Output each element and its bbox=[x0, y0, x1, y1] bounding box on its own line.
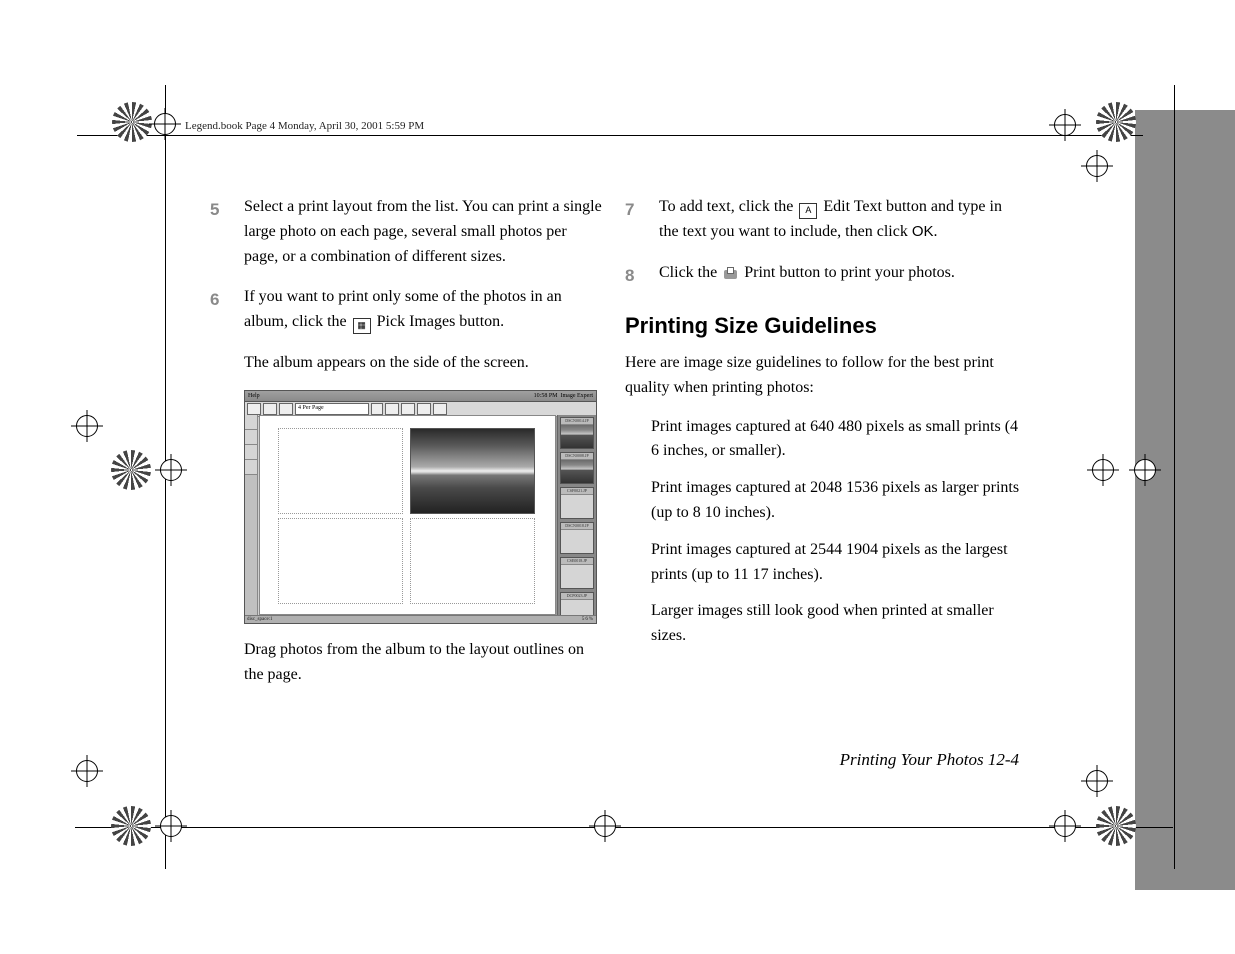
ss-layout-page bbox=[259, 415, 556, 615]
reg-mark-icon bbox=[1054, 114, 1076, 136]
step-5: 5 Select a print layout from the list. Y… bbox=[210, 195, 603, 269]
ss-statusbar: disc_space:1 56% bbox=[245, 615, 596, 623]
ss-status-left: disc_space:1 bbox=[247, 617, 273, 622]
reg-mark-icon bbox=[594, 815, 616, 837]
reg-mark-icon bbox=[1096, 102, 1136, 142]
ss-tool-icon bbox=[263, 403, 277, 415]
ss-thumb: DSCN0018.JP bbox=[560, 522, 594, 554]
reg-mark-icon bbox=[1092, 459, 1114, 481]
ss-tool-icon bbox=[247, 403, 261, 415]
ss-tool-icon bbox=[417, 403, 431, 415]
ss-tool-icon bbox=[279, 403, 293, 415]
list-item: Print images captured at 640 480 pixels … bbox=[651, 415, 1025, 465]
step-text: Print button to print your photos. bbox=[740, 264, 955, 281]
ss-rightbar: DSCN0014.JP DSCN0008.JP CSF0021.JP DSCN0… bbox=[557, 415, 596, 615]
step-text: Pick Images button. bbox=[373, 313, 505, 330]
running-header: Legend.book Page 4 Monday, April 30, 200… bbox=[185, 120, 424, 132]
right-column: 7 To add text, click the A Edit Text but… bbox=[625, 195, 1025, 701]
ss-thumb: DCP0023.JP bbox=[560, 592, 594, 615]
step-8: 8 Click the Print button to print your p… bbox=[625, 261, 1025, 289]
ss-thumb: CSE0018.JP bbox=[560, 557, 594, 589]
app-screenshot: Help 10:58 PM Image Expert 4 Per Page bbox=[244, 390, 597, 624]
step-number: 5 bbox=[210, 195, 244, 269]
ss-titlebar: Help 10:58 PM Image Expert bbox=[245, 391, 596, 402]
reg-mark-icon bbox=[76, 760, 98, 782]
list-item: Larger images still look good when print… bbox=[651, 599, 1025, 649]
guidelines-list: Print images captured at 640 480 pixels … bbox=[625, 415, 1025, 649]
ss-thumb: CSF0021.JP bbox=[560, 487, 594, 519]
ss-cell bbox=[410, 518, 535, 604]
ss-status-right: 56% bbox=[582, 616, 594, 623]
ss-tool-icon bbox=[433, 403, 447, 415]
content-area: 5 Select a print layout from the list. Y… bbox=[210, 195, 1025, 701]
step-6: 6 If you want to print only some of the … bbox=[210, 285, 603, 335]
ss-title-left: Help bbox=[248, 393, 260, 399]
right-gray-bar bbox=[1135, 110, 1235, 890]
ss-cell-filled bbox=[410, 428, 535, 514]
reg-mark-icon bbox=[1086, 770, 1108, 792]
reg-mark-icon bbox=[76, 415, 98, 437]
reg-mark-icon bbox=[160, 815, 182, 837]
ok-label: OK bbox=[912, 223, 934, 240]
ss-tool-icon bbox=[385, 403, 399, 415]
ss-thumb: DSCN0014.JP bbox=[560, 417, 594, 449]
section-intro: Here are image size guidelines to follow… bbox=[625, 351, 1025, 401]
footer-page-number: 12-4 bbox=[988, 750, 1019, 769]
reg-mark-icon bbox=[1096, 806, 1136, 846]
step-text: To add text, click the bbox=[659, 198, 797, 215]
step-body: To add text, click the A Edit Text butto… bbox=[659, 195, 1025, 245]
reg-mark-icon bbox=[111, 806, 151, 846]
ss-layout-dropdown: 4 Per Page bbox=[295, 403, 369, 415]
step-6-result: The album appears on the side of the scr… bbox=[244, 351, 603, 376]
header-rule bbox=[77, 135, 1143, 136]
reg-mark-icon bbox=[160, 459, 182, 481]
reg-mark-icon bbox=[1134, 459, 1156, 481]
reg-mark-icon bbox=[1086, 155, 1108, 177]
step-body: Click the Print button to print your pho… bbox=[659, 261, 1025, 289]
footer: Printing Your Photos 12-4 bbox=[840, 750, 1019, 770]
list-item: Print images captured at 2544 1904 pixel… bbox=[651, 538, 1025, 588]
section-title: Printing Size Guidelines bbox=[625, 309, 1025, 343]
ss-thumb: DSCN0008.JP bbox=[560, 452, 594, 484]
ss-clock: 10:58 PM bbox=[534, 393, 558, 399]
ss-tool-icon bbox=[401, 403, 415, 415]
print-icon bbox=[723, 267, 738, 279]
ss-leftbar bbox=[245, 415, 258, 615]
reg-mark-icon bbox=[154, 113, 176, 135]
step-number: 6 bbox=[210, 285, 244, 335]
step-number: 8 bbox=[625, 261, 659, 289]
right-trim-rule bbox=[1174, 85, 1175, 869]
pick-images-icon: ▦ bbox=[353, 318, 371, 334]
step-text: Click the bbox=[659, 264, 721, 281]
edit-text-icon: A bbox=[799, 203, 817, 219]
bottom-trim-rule bbox=[75, 827, 1173, 828]
step-number: 7 bbox=[625, 195, 659, 245]
ss-cell bbox=[278, 428, 403, 514]
ss-cell bbox=[278, 518, 403, 604]
page-root: Legend.book Page 4 Monday, April 30, 200… bbox=[0, 0, 1235, 954]
reg-mark-icon bbox=[112, 102, 152, 142]
list-item: Print images captured at 2048 1536 pixel… bbox=[651, 476, 1025, 526]
ss-title-right: Image Expert bbox=[561, 393, 593, 399]
step-7: 7 To add text, click the A Edit Text but… bbox=[625, 195, 1025, 245]
reg-mark-icon bbox=[111, 450, 151, 490]
ss-dropdown-arrow-icon bbox=[371, 403, 383, 415]
step-text: . bbox=[934, 223, 938, 240]
reg-mark-icon bbox=[1054, 815, 1076, 837]
step-body: If you want to print only some of the ph… bbox=[244, 285, 603, 335]
footer-chapter: Printing Your Photos bbox=[840, 750, 988, 769]
left-column: 5 Select a print layout from the list. Y… bbox=[210, 195, 603, 701]
step-6-instruction: Drag photos from the album to the layout… bbox=[244, 638, 603, 688]
step-body: Select a print layout from the list. You… bbox=[244, 195, 603, 269]
